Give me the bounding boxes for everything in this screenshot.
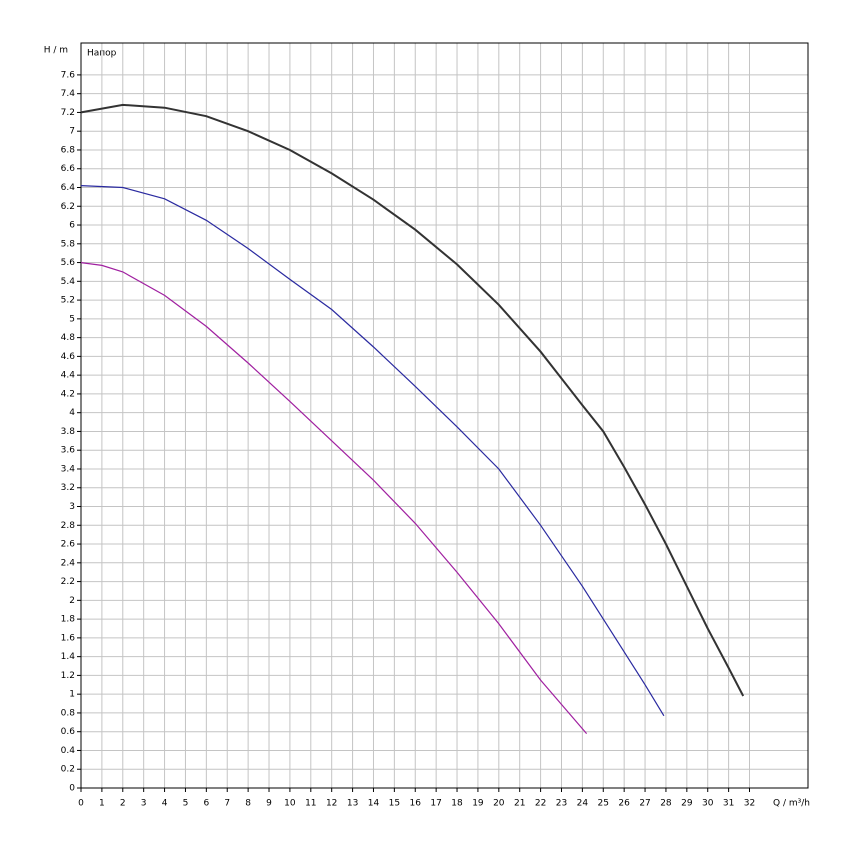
x-tick-label: 11 [305, 799, 316, 809]
x-tick-label: 22 [535, 799, 546, 809]
y-tick-label: 3.4 [61, 464, 76, 474]
y-tick-label: 1 [69, 690, 75, 700]
x-tick-label: 12 [326, 799, 337, 809]
x-tick-label: 25 [598, 799, 609, 809]
x-tick-label: 4 [162, 799, 168, 809]
y-tick-label: 1.8 [61, 615, 76, 625]
y-tick-label: 1.4 [61, 652, 76, 662]
y-tick-label: 1.6 [61, 633, 76, 643]
x-tick-label: 26 [618, 799, 630, 809]
y-tick-label: 5 [69, 314, 75, 324]
x-tick-label: 0 [78, 799, 84, 809]
y-tick-label: 0.2 [61, 765, 75, 775]
y-tick-label: 6.4 [61, 183, 76, 193]
x-tick-label: 24 [577, 799, 589, 809]
x-tick-label: 3 [141, 799, 147, 809]
y-tick-label: 5.8 [61, 239, 76, 249]
y-tick-label: 4.2 [61, 389, 75, 399]
y-tick-label: 2.6 [61, 540, 76, 550]
y-tick-label: 5.2 [61, 296, 75, 306]
y-tick-label: 4.4 [61, 371, 76, 381]
x-tick-label: 14 [368, 799, 380, 809]
y-tick-label: 6.8 [61, 145, 76, 155]
x-tick-label: 21 [514, 799, 525, 809]
y-tick-label: 2.2 [61, 577, 75, 587]
y-tick-label: 2 [69, 596, 75, 606]
y-tick-label: 0.8 [61, 708, 76, 718]
y-tick-label: 3.2 [61, 483, 75, 493]
x-tick-label: 5 [183, 799, 189, 809]
x-tick-label: 32 [744, 799, 755, 809]
y-tick-label: 4.8 [61, 333, 76, 343]
x-tick-label: 15 [389, 799, 400, 809]
y-tick-label: 0 [69, 784, 75, 794]
x-tick-label: 2 [120, 799, 126, 809]
y-tick-label: 4 [69, 408, 75, 418]
curve [80, 185, 665, 717]
x-tick-label: 30 [702, 799, 714, 809]
y-tick-label: 7.2 [61, 108, 75, 118]
y-axis-label: H / m [44, 46, 68, 56]
x-tick-label: 31 [723, 799, 734, 809]
y-tick-label: 3.6 [61, 446, 76, 456]
x-tick-label: 16 [410, 799, 422, 809]
y-tick-label: 7.4 [61, 89, 76, 99]
x-tick-label: 13 [347, 799, 358, 809]
curve [80, 262, 588, 734]
x-tick-label: 27 [639, 799, 650, 809]
y-tick-label: 5.4 [61, 277, 76, 287]
y-tick-label: 6.6 [61, 164, 76, 174]
x-tick-label: 19 [472, 799, 484, 809]
y-tick-label: 2.8 [61, 521, 76, 531]
x-tick-label: 9 [266, 799, 272, 809]
x-tick-label: 18 [451, 799, 463, 809]
x-tick-label: 1 [99, 799, 105, 809]
y-tick-label: 3.8 [61, 427, 76, 437]
x-axis-label: Q / m³/h [773, 799, 810, 809]
y-tick-label: 4.6 [61, 352, 76, 362]
y-tick-label: 5.6 [61, 258, 76, 268]
x-tick-label: 10 [284, 799, 296, 809]
y-tick-label: 3 [69, 502, 75, 512]
y-tick-label: 6.2 [61, 202, 75, 212]
y-tick-label: 0.4 [61, 746, 76, 756]
y-tick-label: 0.6 [61, 727, 76, 737]
y-tick-label: 7.6 [61, 70, 76, 80]
x-tick-label: 23 [556, 799, 567, 809]
curve [80, 103, 745, 697]
x-tick-label: 8 [245, 799, 251, 809]
y-tick-label: 2.4 [61, 558, 76, 568]
y-tick-label: 7 [69, 127, 75, 137]
x-tick-label: 7 [224, 799, 230, 809]
x-tick-label: 20 [493, 799, 505, 809]
y-tick-label: 6 [69, 221, 75, 231]
plot-frame [80, 42, 809, 789]
x-tick-label: 28 [660, 799, 672, 809]
x-tick-label: 6 [203, 799, 209, 809]
x-tick-label: 17 [430, 799, 441, 809]
x-tick-label: 29 [681, 799, 693, 809]
y-tick-label: 1.2 [61, 671, 75, 681]
